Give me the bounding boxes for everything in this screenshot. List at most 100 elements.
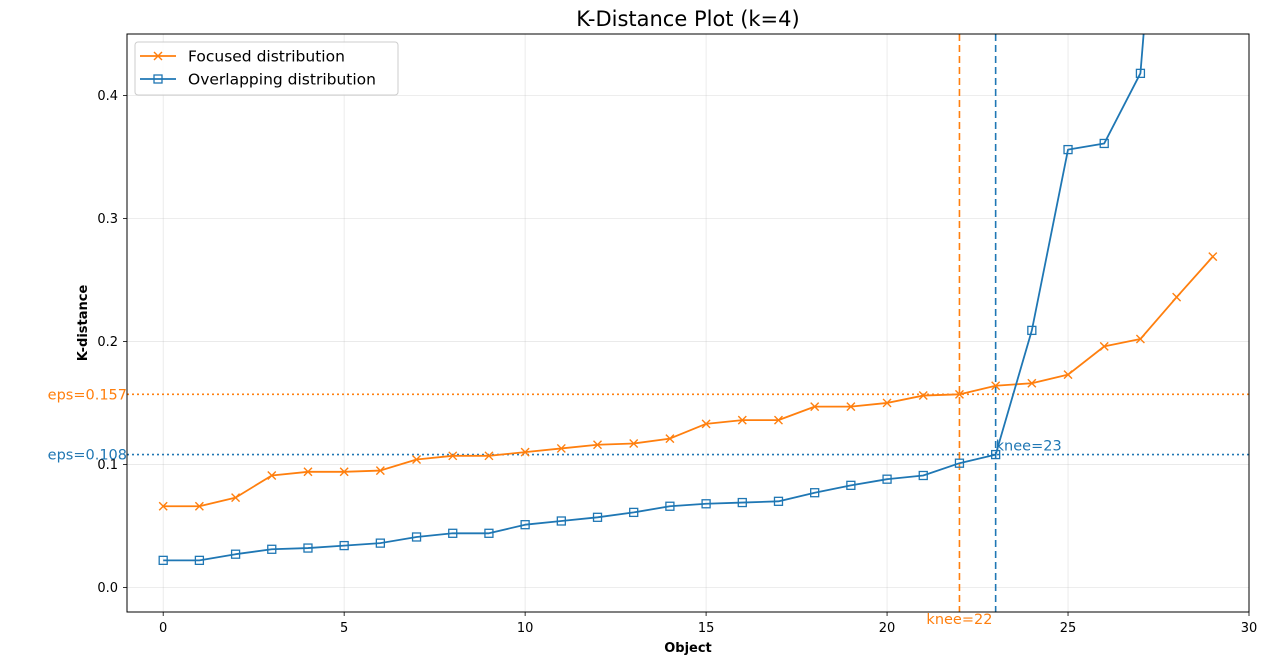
data-point bbox=[592, 512, 603, 522]
legend-marker bbox=[153, 74, 163, 84]
marker-stroke bbox=[665, 434, 675, 444]
marker-stroke bbox=[158, 501, 168, 511]
y-axis-label: K-distance bbox=[76, 285, 91, 362]
x-axis-label: Object bbox=[664, 641, 712, 656]
marker-stroke bbox=[267, 470, 277, 480]
marker-stroke bbox=[882, 398, 892, 408]
data-point bbox=[194, 555, 205, 565]
data-point bbox=[520, 520, 530, 530]
data-point bbox=[1027, 325, 1037, 336]
data-point bbox=[412, 455, 422, 465]
chart-title: K-Distance Plot (k=4) bbox=[576, 7, 799, 31]
data-point bbox=[339, 467, 349, 477]
data-point bbox=[954, 389, 964, 399]
data-point bbox=[1135, 334, 1145, 344]
data-point bbox=[773, 415, 783, 425]
data-point bbox=[737, 415, 747, 425]
data-point bbox=[882, 474, 892, 484]
data-point bbox=[629, 439, 639, 449]
reference-line-labels: eps=0.157 eps=0.108 knee=22 knee=23 bbox=[48, 387, 1062, 628]
data-point bbox=[1172, 292, 1182, 302]
data-point bbox=[991, 381, 1001, 391]
data-point bbox=[954, 458, 965, 468]
data-point bbox=[448, 528, 458, 538]
marker-stroke bbox=[194, 501, 204, 511]
marker-stroke bbox=[629, 439, 639, 449]
data-point bbox=[230, 549, 241, 559]
y-tick-label: 0.2 bbox=[97, 335, 118, 350]
data-point bbox=[267, 544, 277, 554]
marker-stroke bbox=[1099, 341, 1109, 351]
data-point bbox=[918, 470, 928, 481]
marker-stroke bbox=[520, 447, 530, 457]
data-point bbox=[303, 467, 313, 477]
reference-lines bbox=[127, 34, 1249, 612]
data-point bbox=[303, 543, 313, 553]
data-point bbox=[158, 555, 168, 565]
data-point bbox=[1099, 138, 1109, 149]
legend-label: Focused distribution bbox=[188, 48, 345, 66]
data-point bbox=[520, 447, 530, 457]
x-tick-label: 5 bbox=[340, 621, 348, 636]
data-point bbox=[339, 540, 349, 551]
data-point bbox=[267, 470, 277, 480]
marker-stroke bbox=[773, 415, 783, 425]
marker-stroke bbox=[1027, 378, 1037, 388]
data-point bbox=[231, 493, 241, 503]
x-tick-label: 30 bbox=[1241, 621, 1258, 636]
data-series bbox=[158, 34, 1218, 565]
data-point bbox=[484, 528, 494, 538]
x-tick-label: 10 bbox=[517, 621, 534, 636]
marker-stroke bbox=[737, 415, 747, 425]
data-point bbox=[918, 391, 928, 401]
y-tick-label: 0.0 bbox=[97, 581, 118, 596]
data-point bbox=[1063, 144, 1073, 155]
x-tick-label: 0 bbox=[159, 621, 167, 636]
x-tick-label: 15 bbox=[698, 621, 715, 636]
legend-label: Overlapping distribution bbox=[188, 71, 376, 89]
chart-legend: Focused distribution Overlapping distribu… bbox=[134, 41, 399, 96]
legend-box bbox=[134, 41, 399, 96]
data-point bbox=[665, 434, 675, 444]
data-point bbox=[1063, 370, 1073, 380]
marker-stroke bbox=[1135, 334, 1145, 344]
marker-stroke bbox=[153, 51, 163, 61]
marker-stroke bbox=[810, 402, 820, 412]
marker-stroke bbox=[1208, 252, 1218, 262]
marker-stroke bbox=[918, 391, 928, 401]
eps-label: eps=0.157 bbox=[48, 387, 127, 403]
x-tick-label: 25 bbox=[1060, 621, 1077, 636]
data-point bbox=[1099, 341, 1109, 351]
grid-lines bbox=[127, 34, 1250, 612]
marker-stroke bbox=[1063, 370, 1073, 380]
legend-entry: Focused distribution bbox=[140, 48, 345, 66]
data-point bbox=[556, 516, 566, 526]
data-point bbox=[1208, 252, 1218, 262]
data-point bbox=[665, 501, 675, 511]
marker-stroke bbox=[991, 381, 1001, 391]
data-point bbox=[701, 419, 711, 429]
marker-stroke bbox=[339, 467, 349, 477]
knee-label: knee=23 bbox=[996, 439, 1062, 455]
overlapping-series bbox=[158, 34, 1146, 565]
y-tick-label: 0.4 bbox=[97, 89, 118, 104]
data-point bbox=[990, 449, 1001, 460]
marker-stroke bbox=[556, 443, 566, 453]
data-point bbox=[773, 496, 784, 506]
data-point bbox=[411, 532, 422, 542]
marker-stroke bbox=[1172, 292, 1182, 302]
series-line bbox=[163, 34, 1145, 562]
data-point bbox=[810, 402, 820, 412]
data-point bbox=[484, 451, 494, 461]
data-point bbox=[375, 466, 385, 476]
data-point bbox=[158, 501, 168, 511]
data-point bbox=[593, 440, 603, 450]
plot-frame bbox=[126, 33, 1250, 613]
marker-stroke bbox=[846, 402, 856, 412]
data-point bbox=[1135, 68, 1146, 79]
series-line bbox=[163, 255, 1214, 508]
y-tick-label: 0.1 bbox=[97, 458, 118, 473]
legend-marker bbox=[153, 51, 163, 61]
marker-stroke bbox=[375, 466, 385, 476]
